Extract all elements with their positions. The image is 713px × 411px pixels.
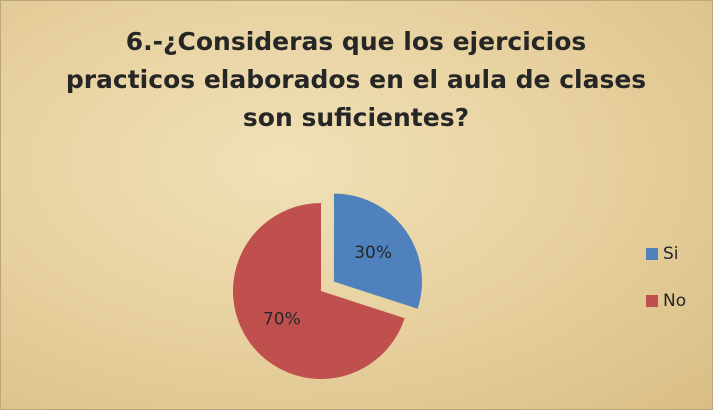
legend-swatch <box>646 248 658 260</box>
data-label: 70% <box>263 309 301 329</box>
pie-slice <box>333 193 422 309</box>
pie-slice <box>233 203 405 379</box>
chart-title: 6.-¿Consideras que los ejercicios practi… <box>65 27 647 132</box>
legend-label: Si <box>663 244 679 264</box>
legend-label: No <box>663 291 686 311</box>
legend-swatch <box>646 295 658 307</box>
data-label: 30% <box>354 243 392 263</box>
